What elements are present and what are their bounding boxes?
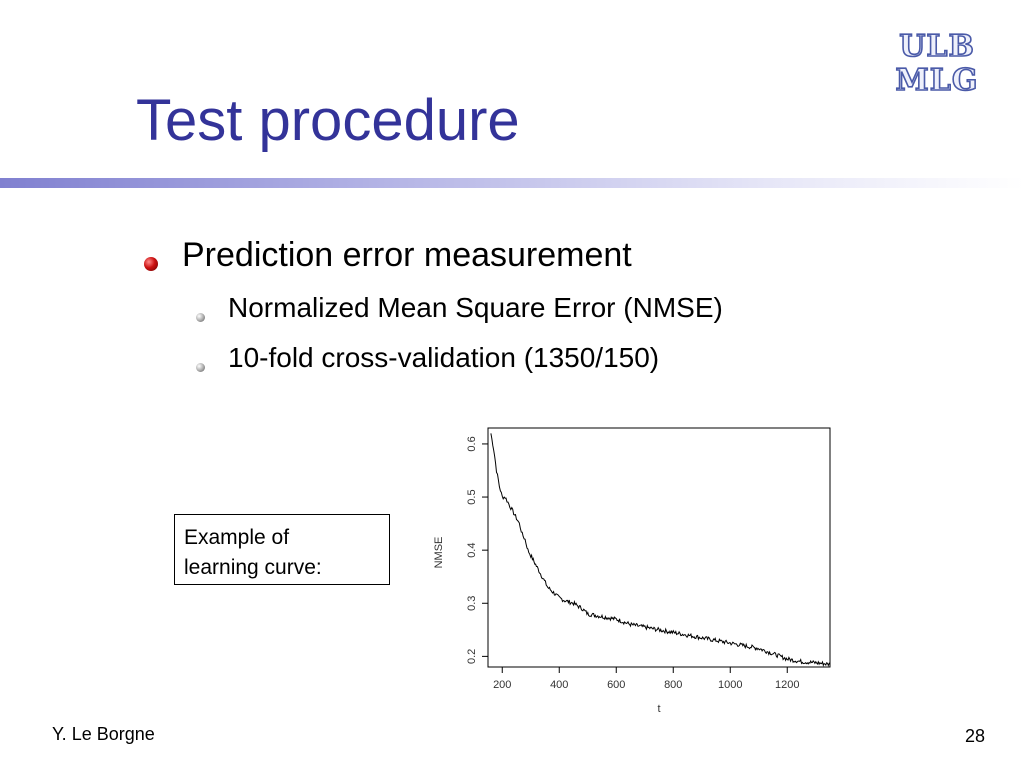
y-tick-label: 0.6 bbox=[466, 436, 478, 451]
series-line bbox=[490, 433, 831, 667]
y-axis-label: NMSE bbox=[433, 537, 445, 569]
footer-author: Y. Le Borgne bbox=[52, 724, 155, 744]
y-tick-label: 0.4 bbox=[466, 543, 478, 558]
y-tick-label: 0.3 bbox=[466, 596, 478, 611]
x-axis-label: t bbox=[657, 703, 660, 715]
x-tick-label: 200 bbox=[493, 679, 511, 691]
y-tick-label: 0.2 bbox=[466, 649, 478, 664]
callout-line-1: Example of bbox=[184, 526, 290, 549]
logo-line-1: ULB bbox=[899, 29, 975, 64]
bullet-sub-2: 10-fold cross-validation (1350/150) bbox=[228, 342, 660, 373]
x-tick-label: 800 bbox=[664, 679, 682, 691]
plot-frame bbox=[487, 427, 831, 668]
bullet-sub-1: Normalized Mean Square Error (NMSE) bbox=[228, 292, 723, 323]
callout-box: Example of learning curve: bbox=[174, 514, 390, 585]
x-tick-label: 600 bbox=[607, 679, 625, 691]
callout-line-2: learning curve: bbox=[184, 556, 322, 579]
slide-title: Test procedure bbox=[136, 88, 520, 153]
ulb-mlg-logo: ULB MLG bbox=[895, 28, 979, 96]
bullet-grey-icon bbox=[196, 313, 205, 322]
learning-curve-chart: 200 400 600 800 1000 1200 0.2 0.3 0.4 0.5 0.6 t NMSE bbox=[433, 427, 831, 715]
bullet-grey-icon bbox=[196, 363, 205, 372]
bullet-red-icon bbox=[144, 257, 158, 271]
x-tick-label: 1200 bbox=[775, 679, 799, 691]
title-underline bbox=[0, 178, 1024, 188]
x-tick-label: 1000 bbox=[718, 679, 742, 691]
x-tick-label: 400 bbox=[550, 679, 568, 691]
y-tick-label: 0.5 bbox=[466, 489, 478, 504]
logo-line-2: MLG bbox=[896, 63, 979, 96]
bullet-main: Prediction error measurement bbox=[182, 236, 632, 274]
page-number: 28 bbox=[965, 726, 986, 746]
